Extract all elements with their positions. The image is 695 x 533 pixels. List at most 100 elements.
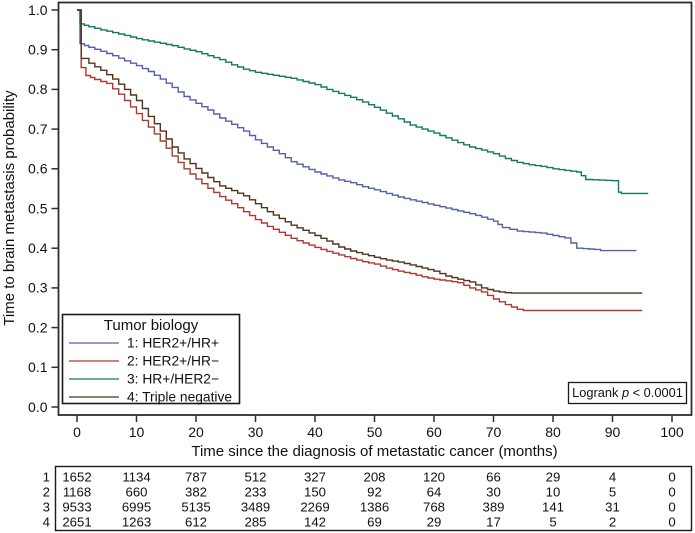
risk-value: 5135 [181,500,210,515]
risk-value: 29 [427,515,442,530]
legend-item-label: 3: HR+/HER2− [127,372,219,387]
risk-table-row-3: 3 9533 6995 5135 3489 2269 1386 768 389 141 31 0 [43,500,676,515]
y-tick-label: 0.3 [28,280,48,296]
risk-value: 382 [185,485,207,500]
risk-value: 1263 [122,515,151,530]
risk-value: 4 [609,470,616,485]
risk-row-label: 3 [43,500,50,515]
risk-value: 6995 [122,500,151,515]
risk-row-label: 4 [43,515,50,530]
x-tick-label: 0 [73,424,81,440]
x-tick-label: 70 [486,424,502,440]
y-tick-label: 0.0 [28,399,48,415]
logrank-text: Logrank p < 0.0001 [572,385,683,400]
y-tick-label: 0.8 [28,81,48,97]
risk-value: 512 [244,470,266,485]
x-tick-label: 20 [188,424,204,440]
risk-value: 0 [668,470,675,485]
legend-item-4: 4: Triple negative [69,390,232,405]
legend-box [61,313,241,405]
risk-value: 120 [423,470,445,485]
risk-value: 1134 [122,470,150,485]
risk-table-row-2: 2 1168 660 382 233 150 92 64 30 10 5 0 [43,485,676,500]
logrank-annotation: Logrank p < 0.0001 [567,381,688,405]
logrank-box [567,381,688,405]
legend-item-3: 3: HR+/HER2− [69,372,219,387]
legend-item-label: 2: HER2+/HR− [127,354,219,369]
curve-2-2-her2-hr- [77,9,643,312]
y-axis-title: Time to brain metastasis probability [1,90,18,326]
risk-value: 0 [668,500,675,515]
curve-4-4-triple-negative [77,9,643,294]
risk-value: 31 [605,500,620,515]
risk-value: 64 [427,485,442,500]
risk-table-row-1: 1 1652 1134 787 512 327 208 120 66 29 4 0 [43,470,676,485]
legend-title: Tumor biology [104,317,199,334]
risk-value: 1386 [360,500,389,515]
risk-value: 0 [668,515,675,530]
x-tick-label: 100 [660,424,684,440]
legend-item-label: 1: HER2+/HR+ [127,336,219,351]
risk-value: 2 [609,515,616,530]
x-tick-label: 50 [367,424,383,440]
risk-value: 3489 [241,500,270,515]
risk-value: 768 [423,500,445,515]
risk-table-row-4: 4 2651 1263 612 285 142 69 29 17 5 2 0 [43,515,676,530]
y-tick-label: 0.7 [28,121,48,137]
survival-curves [77,9,649,312]
legend-item-label: 4: Triple negative [127,390,232,405]
y-tick-label: 0.9 [28,42,48,58]
x-tick-label: 90 [605,424,621,440]
y-tick-label: 0.4 [28,240,48,256]
y-tick-label: 0.5 [28,200,48,216]
risk-value: 69 [367,515,382,530]
y-tick-label: 0.6 [28,161,48,177]
risk-value: 29 [546,470,561,485]
risk-value: 1168 [63,485,91,500]
risk-value: 66 [486,470,501,485]
risk-value: 285 [244,515,266,530]
risk-row-label: 2 [43,485,50,500]
x-axis-title: Time since the diagnosis of metastatic c… [191,443,557,460]
risk-value: 9533 [62,500,91,515]
risk-value: 10 [546,485,561,500]
x-tick-label: 80 [545,424,561,440]
risk-value: 787 [185,470,207,485]
risk-value: 1652 [62,470,91,485]
x-tick-label: 30 [248,424,264,440]
risk-value: 389 [482,500,504,515]
y-tick-label: 0.1 [28,359,48,375]
x-tick-label: 60 [426,424,442,440]
x-tick-label: 40 [307,424,323,440]
risk-value: 142 [304,515,326,530]
risk-value: 30 [486,485,501,500]
risk-value: 150 [304,485,326,500]
risk-value: 660 [125,485,147,500]
risk-value: 0 [668,485,675,500]
risk-value: 233 [244,485,266,500]
risk-value: 92 [367,485,382,500]
x-tick-label: 10 [129,424,145,440]
risk-value: 612 [185,515,207,530]
y-tick-label: 0.2 [28,319,48,335]
risk-value: 141 [542,500,564,515]
legend: Tumor biology 1: HER2+/HR+ 2: HER2+/HR− 3: … [61,313,241,405]
y-tick-label: 1.0 [28,2,48,18]
risk-value: 5 [609,485,616,500]
axes: 0 10 20 30 40 50 60 70 80 90 100 0.0 0.1 0.2 0.3 0.4 0.5… [1,2,684,460]
risk-value: 327 [304,470,326,485]
risk-table: 1 1652 1134 787 512 327 208 120 66 29 4 0 2 1168 660 38… [43,465,693,532]
risk-value: 5 [549,515,556,530]
risk-value: 17 [486,515,501,530]
curve-3-3-hr-her2- [77,9,649,195]
legend-item-1: 1: HER2+/HR+ [69,336,219,351]
risk-table-box [54,465,693,532]
risk-row-label: 1 [43,470,50,485]
legend-item-2: 2: HER2+/HR− [69,354,219,369]
curve-1-1-her2-hr- [77,9,637,252]
risk-value: 2269 [300,500,329,515]
risk-value: 2651 [62,515,91,530]
risk-value: 208 [363,470,385,485]
